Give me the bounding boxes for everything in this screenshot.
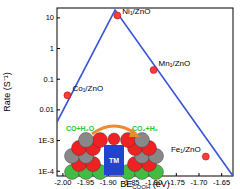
data-point <box>202 153 209 160</box>
point-label: Ni₁/ZnO <box>122 7 150 16</box>
x-tick-label: -1.70 <box>190 178 207 187</box>
atom <box>79 133 94 148</box>
y-tick <box>57 48 60 49</box>
x-label-main: BE <box>120 179 132 189</box>
x-tick-label: -1.75 <box>168 178 185 187</box>
point-label: Co₁/ZnO <box>72 84 103 93</box>
point-label: Fe₁/ZnO <box>171 145 201 154</box>
y-tick-label: 0.01 <box>39 105 54 114</box>
inset-structure <box>65 126 164 180</box>
y-tick-label: 1E-4 <box>38 167 54 176</box>
y-tick-label: 10 <box>46 13 54 22</box>
atom <box>108 133 120 145</box>
x-tick-label: -2.00 <box>54 178 71 187</box>
x-tick <box>221 173 222 176</box>
data-point <box>150 66 157 73</box>
x-label-sub: COOH <box>132 184 150 189</box>
annotation: CO+H₂O <box>66 125 95 132</box>
y-tick-label: 1 <box>50 44 54 53</box>
x-tick <box>176 173 177 176</box>
annotation: TM <box>109 157 119 164</box>
x-tick <box>62 173 63 176</box>
plot-area <box>57 10 233 176</box>
chart: -2.00-1.95-1.90-1.85-1.80-1.75-1.70-1.65… <box>0 0 240 189</box>
data-point <box>64 92 71 99</box>
reaction-arrow <box>92 126 136 134</box>
plot-frame <box>57 8 233 176</box>
point-label: Mn₁/ZnO <box>159 59 191 68</box>
x-label-unit: (eV) <box>150 179 170 189</box>
x-tick-label: -1.65 <box>213 178 230 187</box>
y-tick <box>57 109 60 110</box>
y-tick <box>57 17 60 18</box>
y-tick <box>57 140 60 141</box>
volcano-line <box>57 10 233 176</box>
annotation: CO₂+H₂ <box>132 125 158 132</box>
data-point <box>114 12 121 19</box>
y-tick <box>57 171 60 172</box>
y-axis-label: Rate (S⁻¹) <box>2 72 12 112</box>
y-tick <box>57 79 60 80</box>
y-tick-label: 1E-3 <box>38 136 54 145</box>
x-axis-label: BECOOH (eV) <box>120 179 170 189</box>
x-tick <box>198 173 199 176</box>
tm-site <box>104 145 124 175</box>
y-tick-label: 0.1 <box>44 75 54 84</box>
